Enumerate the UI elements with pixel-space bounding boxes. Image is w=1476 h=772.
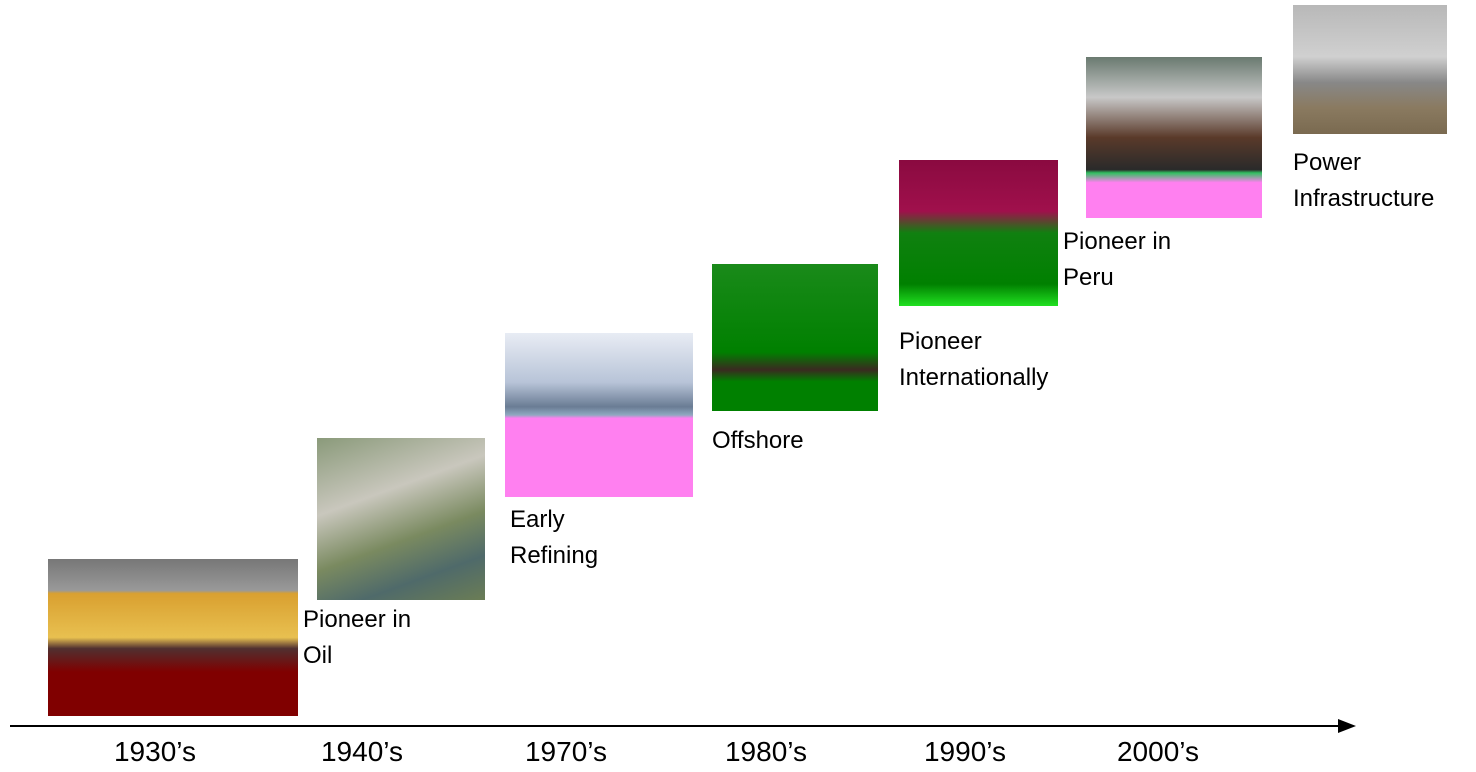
year-label: 1980’s: [686, 736, 846, 768]
milestone-label: Pioneer in Oil: [303, 602, 443, 674]
year-label: 1940’s: [282, 736, 442, 768]
photo: [1293, 5, 1447, 134]
axis-arrowhead: [1338, 719, 1356, 733]
photo: [317, 438, 485, 600]
year-label: 1970’s: [486, 736, 646, 768]
photo: [505, 333, 693, 497]
photo: [48, 559, 298, 716]
year-label: 1990’s: [885, 736, 1045, 768]
milestone-label: Pioneer Internationally: [899, 324, 1099, 396]
photo: [712, 264, 878, 411]
page: Pioneer in Oil Early Refining Offshore P…: [0, 0, 1476, 772]
milestone-label: Early Refining: [510, 502, 620, 574]
photo: [899, 160, 1058, 306]
year-label: 1930’s: [75, 736, 235, 768]
photo: [1086, 57, 1262, 218]
milestone-label: Offshore: [712, 423, 852, 459]
milestone-label: Power Infrastructure: [1293, 145, 1473, 217]
milestone-label: Pioneer in Peru: [1063, 224, 1203, 296]
year-label: 2000’s: [1078, 736, 1238, 768]
